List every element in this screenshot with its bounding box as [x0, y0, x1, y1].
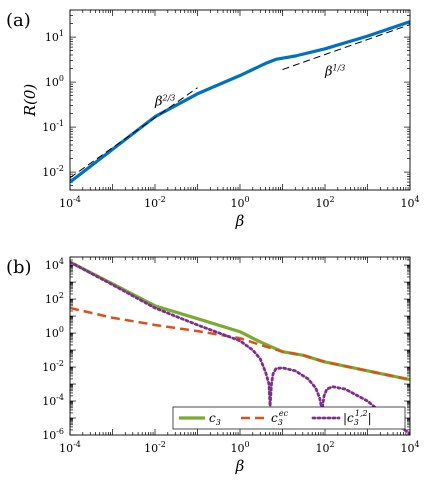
series-1-line	[70, 260, 410, 382]
plot-area	[70, 260, 410, 435]
axis-ticks	[69, 9, 411, 191]
plot-frame	[69, 256, 411, 436]
x-axis-label: β	[235, 212, 245, 230]
x-tick-label: 100	[230, 440, 249, 455]
panel-a: 10-4 10-2 100 102 104 10-2 10-1 100 101 β R(0) (a) β…	[6, 9, 420, 230]
series-1-line	[70, 20, 410, 184]
x-tick-label: 10-2	[144, 440, 166, 455]
series-3-line	[282, 24, 410, 71]
y-tick-label: 100	[45, 325, 64, 340]
legend-label: c3ec	[271, 409, 289, 427]
slope-annotation: β2/3	[154, 94, 175, 110]
slope-annotation: β1/3	[324, 64, 345, 80]
panel-label: (a)	[6, 10, 31, 31]
x-axis-label: β	[235, 457, 245, 475]
y-tick-label: 10-2	[42, 359, 64, 374]
x-tick-label: 10-4	[59, 440, 81, 455]
series-2-line	[70, 87, 198, 179]
series-2-line	[70, 306, 410, 381]
plot-frame	[69, 9, 411, 191]
y-tick-label: 102	[45, 291, 64, 306]
x-tick-label: 104	[400, 195, 419, 210]
plot-area	[70, 20, 410, 184]
y-tick-label: 104	[45, 257, 64, 272]
x-tick-label: 10-2	[144, 195, 166, 210]
legend-label: |c31,2|	[343, 409, 372, 427]
legend-box	[172, 406, 406, 430]
y-tick-label: 100	[45, 74, 64, 89]
y-tick-label: 10-2	[42, 164, 64, 179]
legend: c3 c3ec |c31,2|	[172, 406, 406, 430]
panel-b: 10-4 10-2 100 102 10410-610-410-2100102104β(…	[6, 256, 420, 475]
y-axis-label: R(0)	[21, 84, 39, 118]
x-tick-label: 102	[315, 195, 334, 210]
y-tick-label: 10-4	[42, 393, 64, 408]
legend-label: c3	[209, 411, 221, 427]
y-tick-label: 101	[45, 29, 64, 44]
y-tick-label: 10-6	[42, 427, 64, 442]
series-3-line	[70, 260, 410, 435]
x-tick-label: 100	[230, 195, 249, 210]
panel-label: (b)	[6, 257, 32, 278]
x-tick-label: 10-4	[59, 195, 81, 210]
x-tick-label: 104	[400, 440, 419, 455]
x-tick-label: 102	[315, 440, 334, 455]
y-tick-label: 10-1	[42, 119, 64, 134]
